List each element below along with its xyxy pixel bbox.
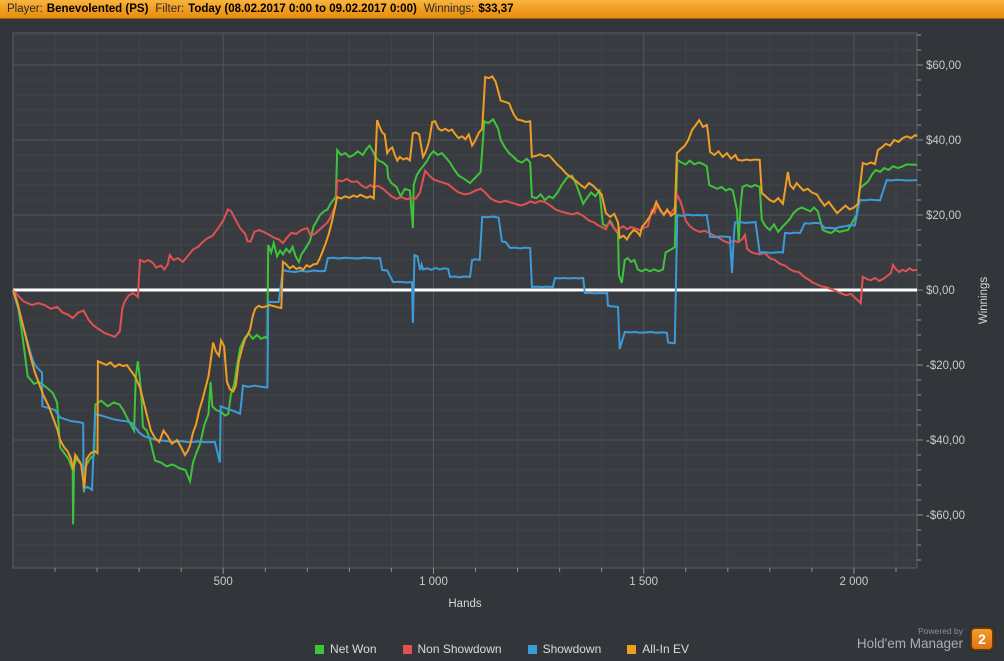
player-value: Benevolented (PS) (46, 3, 149, 15)
title-bar: Player: Benevolented (PS) Filter: Today … (0, 0, 1004, 19)
legend-label: All-In EV (642, 642, 689, 656)
winnings-value: $33,37 (478, 3, 514, 15)
net-won-swatch-icon (315, 644, 325, 654)
y-axis-tick-label: -$40,00 (926, 435, 965, 447)
x-axis-title: Hands (448, 598, 481, 610)
y-axis-tick-label: $60,00 (926, 60, 961, 72)
legend-label: Non Showdown (417, 642, 502, 656)
player-label: Player: (7, 3, 43, 15)
app-name-text: Hold'em Manager (856, 636, 963, 651)
x-axis-tick-label: 2 000 (840, 576, 869, 588)
filter-label: Filter: (155, 3, 185, 15)
legend-label: Showdown (542, 642, 602, 656)
x-axis-tick-label: 1 000 (419, 576, 448, 588)
winnings-label: Winnings: (423, 3, 475, 15)
y-axis-tick-label: -$60,00 (926, 510, 965, 522)
powered-by-text: Powered by (918, 626, 963, 636)
non-showdown-swatch-icon (402, 644, 412, 654)
showdown-swatch-icon (527, 644, 537, 654)
y-axis-tick-label: $0,00 (926, 285, 955, 297)
x-axis-tick-label: 500 (214, 576, 233, 588)
y-axis-tick-label: $20,00 (926, 210, 961, 222)
legend-item-all-in-ev[interactable]: All-In EV (627, 642, 689, 656)
legend-item-non-showdown[interactable]: Non Showdown (402, 642, 502, 656)
chart-legend: Net Won Non Showdown Showdown All-In EV (0, 640, 1004, 658)
y-axis-tick-label: -$20,00 (926, 360, 965, 372)
y-axis-tick-label: $40,00 (926, 135, 961, 147)
legend-item-showdown[interactable]: Showdown (527, 642, 602, 656)
legend-label: Net Won (330, 642, 377, 656)
legend-item-net-won[interactable]: Net Won (315, 642, 377, 656)
hm2-badge-icon: 2 (970, 626, 994, 651)
y-axis-title: Winnings (978, 277, 990, 325)
all-in-ev-swatch-icon (627, 644, 637, 654)
holdem-manager-branding: Powered by Hold'em Manager 2 (857, 626, 994, 651)
x-axis-tick-label: 1 500 (629, 576, 658, 588)
filter-value: Today (08.02.2017 0:00 to 09.02.2017 0:0… (188, 3, 417, 15)
